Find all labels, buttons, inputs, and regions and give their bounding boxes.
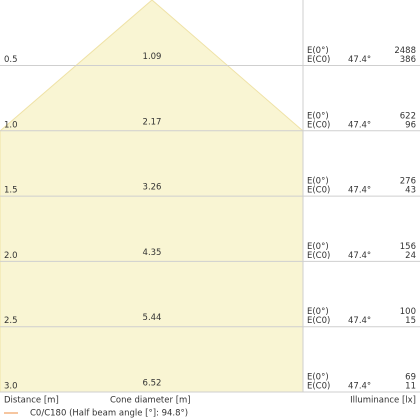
diameter: 4.35 — [143, 248, 162, 258]
angle: 47.4° — [348, 55, 371, 65]
distance: 0.5 — [4, 55, 18, 65]
value-top: 100 — [400, 307, 416, 317]
label-top: E(0°) — [307, 242, 329, 252]
legend-label: C0/C180 (Half beam angle [°]: 94.8°) — [30, 409, 188, 419]
distance: 3.0 — [4, 382, 18, 392]
value-top: 156 — [400, 242, 416, 252]
angle: 47.4° — [348, 316, 371, 326]
distance: 1.0 — [4, 120, 18, 130]
value-bottom: 386 — [400, 55, 416, 65]
value-bottom: 43 — [405, 186, 416, 196]
illuminance-header: Illuminance [lx] — [350, 396, 416, 406]
diameter: 6.52 — [143, 379, 162, 389]
value-bottom: 24 — [405, 251, 416, 261]
label-bottom: E(C0) — [307, 382, 330, 392]
distance-header: Distance [m] — [4, 396, 59, 406]
value-top: 69 — [405, 373, 416, 383]
value-bottom: 15 — [405, 316, 416, 326]
diameter: 3.26 — [143, 183, 162, 193]
label-top: E(0°) — [307, 177, 329, 187]
value-top: 276 — [400, 177, 416, 187]
label-bottom: E(C0) — [307, 120, 330, 130]
angle: 47.4° — [348, 120, 371, 130]
angle: 47.4° — [348, 251, 371, 261]
distance: 2.5 — [4, 316, 18, 326]
angle: 47.4° — [348, 186, 371, 196]
distance: 1.5 — [4, 186, 18, 196]
label-bottom: E(C0) — [307, 251, 330, 261]
label-top: E(0°) — [307, 111, 329, 121]
diameter-header: Cone diameter [m] — [110, 396, 191, 406]
value-top: 2488 — [394, 46, 416, 56]
diameter: 5.44 — [143, 313, 162, 323]
value-bottom: 96 — [405, 120, 416, 130]
value-bottom: 11 — [405, 382, 416, 392]
diameter: 1.09 — [143, 52, 162, 62]
label-bottom: E(C0) — [307, 55, 330, 65]
diameter: 2.17 — [143, 117, 162, 127]
label-bottom: E(C0) — [307, 186, 330, 196]
value-top: 622 — [400, 111, 416, 121]
label-top: E(0°) — [307, 46, 329, 56]
angle: 47.4° — [348, 382, 371, 392]
label-top: E(0°) — [307, 307, 329, 317]
distance: 2.0 — [4, 251, 18, 261]
label-top: E(0°) — [307, 373, 329, 383]
label-bottom: E(C0) — [307, 316, 330, 326]
